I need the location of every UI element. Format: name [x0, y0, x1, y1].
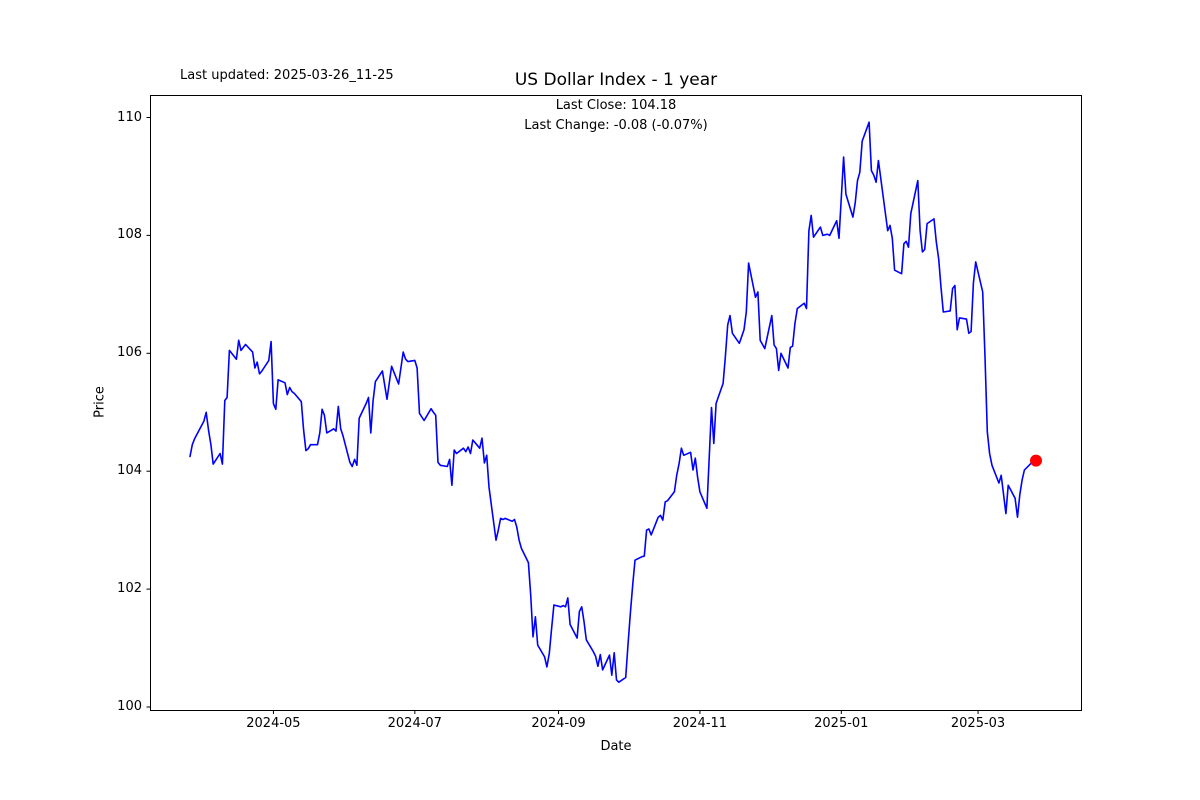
x-tick-label: 2025-03 [950, 716, 1006, 731]
last-close-marker [1030, 454, 1042, 467]
x-tick-label: 2024-09 [531, 716, 586, 731]
x-tick-label: 2024-05 [246, 716, 301, 731]
x-axis-label: Date [600, 739, 632, 754]
last-close-text: Last Close: 104.18 [555, 98, 677, 113]
y-tick-label: 106 [117, 345, 142, 361]
price-line [189, 121, 1037, 684]
y-tick-label: 108 [117, 227, 142, 243]
x-tick-label: 2024-07 [387, 716, 442, 731]
axes-frame [150, 95, 1082, 711]
x-tick-label: 2025-01 [814, 716, 869, 731]
x-tick-label: 2024-11 [672, 716, 728, 731]
chart-title: US Dollar Index - 1 year [514, 70, 718, 90]
last-updated-text: Last updated: 2025-03-26_11-25 [180, 68, 394, 83]
y-tick-label: 110 [117, 109, 142, 125]
last-change-text: Last Change: -0.08 (-0.07%) [524, 118, 708, 133]
y-tick-label: 104 [117, 463, 142, 479]
y-tick-label: 102 [117, 581, 142, 597]
y-axis-label: Price [92, 386, 108, 418]
y-tick-label: 100 [117, 699, 142, 714]
chart-subtitle: Last Close: 104.18 Last Change: -0.08 (-… [150, 96, 1082, 136]
